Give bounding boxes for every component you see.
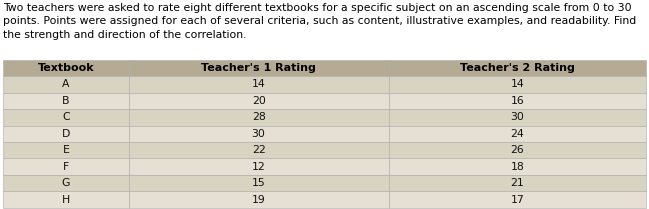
- Text: F: F: [63, 162, 69, 172]
- Text: A: A: [62, 79, 69, 89]
- Text: Teacher's 2 Rating: Teacher's 2 Rating: [459, 63, 575, 73]
- Text: Two teachers were asked to rate eight different textbooks for a specific subject: Two teachers were asked to rate eight di…: [3, 3, 637, 40]
- Bar: [129, 126, 389, 142]
- Text: 22: 22: [252, 145, 265, 155]
- Bar: [389, 142, 646, 158]
- Bar: [389, 93, 646, 109]
- Text: B: B: [62, 96, 69, 106]
- Text: 14: 14: [252, 79, 265, 89]
- Bar: [389, 191, 646, 208]
- Bar: [389, 76, 646, 93]
- Bar: [389, 158, 646, 175]
- Text: H: H: [62, 195, 70, 205]
- Text: 28: 28: [252, 112, 265, 122]
- Text: 16: 16: [510, 96, 524, 106]
- Text: Textbook: Textbook: [38, 63, 94, 73]
- Bar: [3, 175, 129, 191]
- Bar: [129, 60, 389, 76]
- Text: G: G: [62, 178, 70, 188]
- Bar: [129, 175, 389, 191]
- Text: 30: 30: [252, 129, 265, 139]
- Text: C: C: [62, 112, 69, 122]
- Bar: [129, 158, 389, 175]
- Text: 21: 21: [510, 178, 524, 188]
- Bar: [3, 60, 129, 76]
- Text: 18: 18: [510, 162, 524, 172]
- Text: 30: 30: [510, 112, 524, 122]
- Bar: [389, 60, 646, 76]
- Bar: [129, 191, 389, 208]
- Bar: [3, 142, 129, 158]
- Text: 15: 15: [252, 178, 265, 188]
- Text: 17: 17: [510, 195, 524, 205]
- Bar: [389, 109, 646, 126]
- Text: Teacher's 1 Rating: Teacher's 1 Rating: [201, 63, 316, 73]
- Bar: [389, 175, 646, 191]
- Bar: [3, 158, 129, 175]
- Bar: [3, 109, 129, 126]
- Bar: [129, 93, 389, 109]
- Bar: [3, 191, 129, 208]
- Bar: [3, 126, 129, 142]
- Text: 14: 14: [510, 79, 524, 89]
- Text: 20: 20: [252, 96, 265, 106]
- Bar: [129, 76, 389, 93]
- Bar: [129, 142, 389, 158]
- Text: D: D: [62, 129, 70, 139]
- Text: 24: 24: [510, 129, 524, 139]
- Bar: [3, 76, 129, 93]
- Text: 12: 12: [252, 162, 265, 172]
- Text: 19: 19: [252, 195, 265, 205]
- Bar: [389, 126, 646, 142]
- Bar: [3, 93, 129, 109]
- Bar: [129, 109, 389, 126]
- Text: E: E: [62, 145, 69, 155]
- Text: 26: 26: [510, 145, 524, 155]
